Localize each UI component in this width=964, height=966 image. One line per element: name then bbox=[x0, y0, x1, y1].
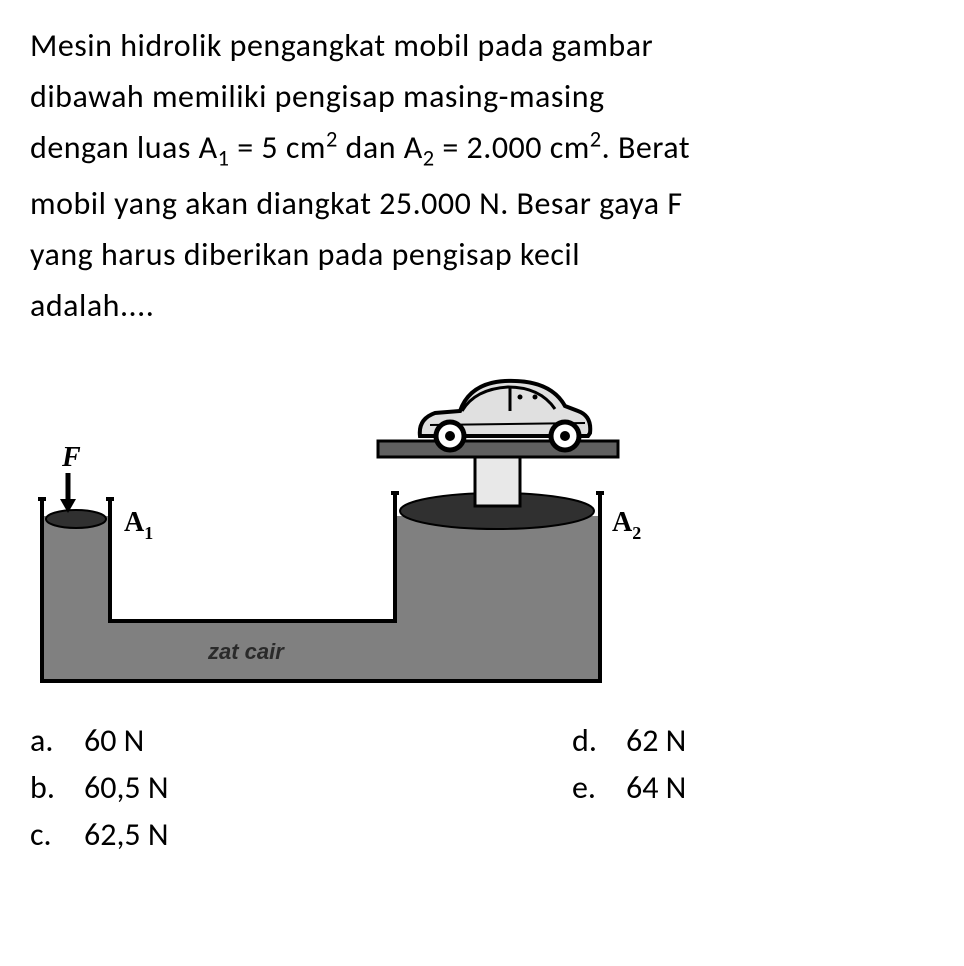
question-line-6: adalah.... bbox=[30, 280, 934, 331]
q3-p1: dengan luas A bbox=[30, 128, 218, 167]
option-a-text: 60 N bbox=[84, 721, 144, 760]
option-d-text: 62 N bbox=[626, 721, 686, 760]
car-dot-1 bbox=[518, 395, 523, 400]
question-line-3: dengan luas A1 = 5 cm2 dan A2 = 2.000 cm… bbox=[30, 122, 934, 177]
option-e: e. 64 N bbox=[572, 768, 934, 807]
car-wheel-front-hub bbox=[560, 431, 570, 441]
force-label: F bbox=[61, 442, 81, 473]
left-piston bbox=[46, 510, 106, 528]
u-tube-liquid bbox=[42, 516, 600, 681]
q3-sup2: 2 bbox=[590, 127, 602, 154]
q3-sub2: 2 bbox=[423, 146, 435, 173]
q3-p5: . Berat bbox=[602, 128, 690, 167]
q3-p4: = 2.000 cm bbox=[435, 128, 590, 167]
q3-sub1: 1 bbox=[218, 146, 230, 173]
q3-p2: = 5 cm bbox=[230, 128, 326, 167]
car-wheel-rear-hub bbox=[445, 431, 455, 441]
answer-options: a. 60 N d. 62 N b. 60,5 N e. 64 N c. 62,… bbox=[30, 721, 934, 854]
question-line-1: Mesin hidrolik pengangkat mobil pada gam… bbox=[30, 20, 934, 71]
q3-sup1: 2 bbox=[326, 127, 338, 154]
car-dot-2 bbox=[533, 395, 538, 400]
option-a: a. 60 N bbox=[30, 721, 392, 760]
option-e-text: 64 N bbox=[626, 768, 686, 807]
force-arrow bbox=[60, 473, 76, 513]
option-b-letter: b. bbox=[30, 768, 60, 807]
option-a-letter: a. bbox=[30, 721, 60, 760]
option-c-text: 62,5 N bbox=[84, 815, 169, 854]
diagram-svg: F A1 A2 zat cair bbox=[30, 361, 650, 701]
q3-p3: dan A bbox=[338, 128, 423, 167]
question-text: Mesin hidrolik pengangkat mobil pada gam… bbox=[30, 20, 934, 331]
car-platform bbox=[378, 441, 618, 457]
option-b: b. 60,5 N bbox=[30, 768, 392, 807]
option-c-letter: c. bbox=[30, 815, 60, 854]
question-line-2: dibawah memiliki pengisap masing-masing bbox=[30, 71, 934, 122]
hydraulic-diagram: F A1 A2 zat cair bbox=[30, 361, 650, 701]
question-line-5: yang harus diberikan pada pengisap kecil bbox=[30, 229, 934, 280]
u-tube-inner-outline bbox=[110, 493, 395, 621]
piston-rod bbox=[475, 456, 520, 506]
option-d-letter: d. bbox=[572, 721, 602, 760]
area2-label: A2 bbox=[612, 507, 641, 543]
option-e-letter: e. bbox=[572, 768, 602, 807]
option-b-text: 60,5 N bbox=[84, 768, 169, 807]
option-c: c. 62,5 N bbox=[30, 815, 392, 854]
area1-label: A1 bbox=[124, 507, 153, 543]
option-d: d. 62 N bbox=[572, 721, 934, 760]
liquid-label: zat cair bbox=[207, 639, 285, 664]
question-line-4: mobil yang akan diangkat 25.000 N. Besar… bbox=[30, 178, 934, 229]
